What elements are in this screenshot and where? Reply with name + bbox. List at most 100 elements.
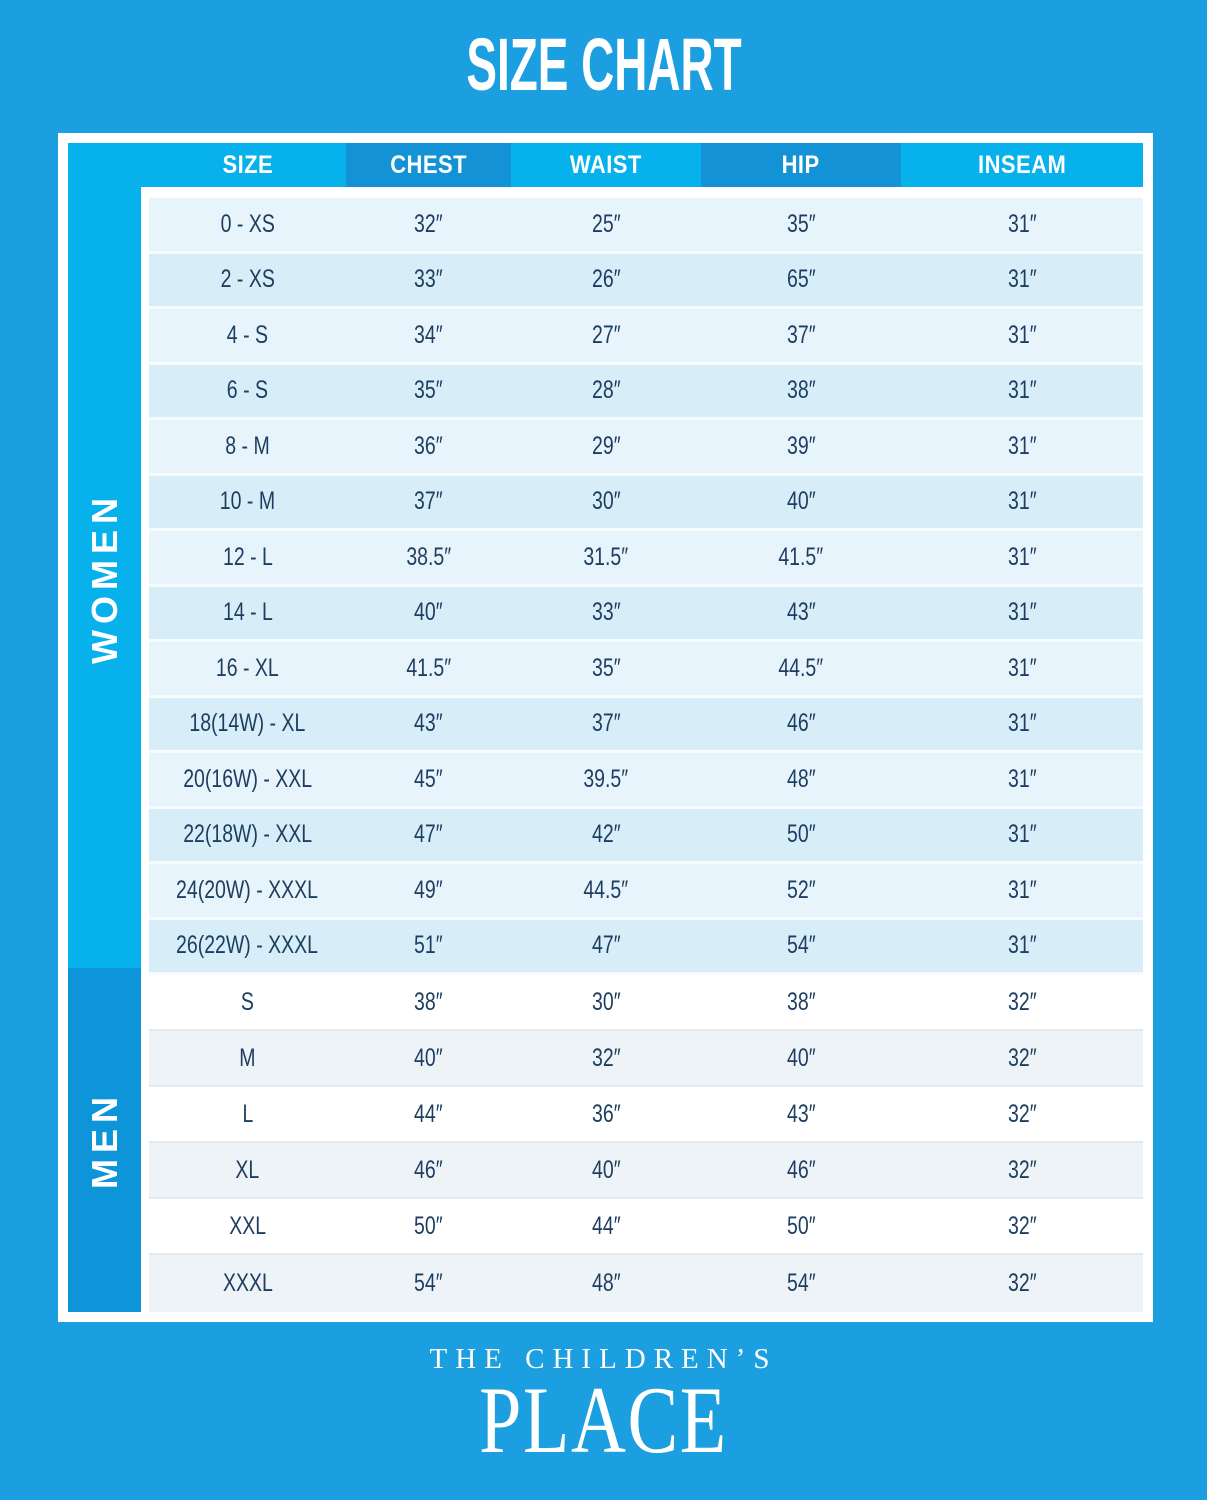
size-cell: 8 - M [225, 431, 270, 460]
size-cell: 14 - L [222, 598, 273, 627]
chest-cell: 34″ [414, 320, 443, 349]
table-row: 4 - S 34″ 27″ 37″ 31″ [149, 309, 1143, 365]
inseam-cell: 32″ [1007, 1211, 1037, 1240]
brand-name-top: THE CHILDREN’S [429, 1343, 778, 1375]
inseam-cell: 31″ [1007, 431, 1037, 460]
chest-cell: 50″ [414, 1211, 443, 1240]
hip-cell: 54″ [786, 931, 816, 960]
hip-cell: 39″ [786, 431, 816, 460]
table-header-row: SIZE CHEST WAIST HIP INSEAM [68, 143, 1143, 187]
chest-cell: 44″ [414, 1099, 443, 1128]
waist-cell: 30″ [591, 487, 621, 516]
waist-cell: 37″ [591, 709, 621, 738]
chest-cell: 43″ [414, 709, 443, 738]
size-cell: 22(18W) - XXL [183, 820, 312, 849]
waist-cell: 30″ [591, 987, 621, 1016]
hip-cell: 40″ [786, 487, 816, 516]
inseam-cell: 32″ [1007, 1269, 1037, 1298]
hip-cell: 46″ [786, 709, 816, 738]
hip-cell: 43″ [786, 598, 816, 627]
inseam-cell: 31″ [1007, 931, 1037, 960]
size-table: SIZE CHEST WAIST HIP INSEAM WOMEN MEN 0 … [58, 133, 1153, 1322]
size-cell: 24(20W) - XXXL [176, 875, 319, 904]
column-header-chest: CHEST [346, 143, 511, 187]
inseam-cell: 32″ [1007, 987, 1037, 1016]
chest-cell: 37″ [414, 487, 443, 516]
table-row: 14 - L 40″ 33″ 43″ 31″ [149, 586, 1143, 642]
size-cell: 4 - S [226, 320, 269, 349]
size-cell: L [242, 1099, 253, 1128]
table-row: 22(18W) - XXL 47″ 42″ 50″ 31″ [149, 808, 1143, 864]
column-header-size: SIZE [68, 143, 346, 187]
chest-cell: 51″ [414, 931, 443, 960]
hip-cell: 43″ [786, 1099, 816, 1128]
size-cell: XXXL [222, 1269, 273, 1298]
table-row: 16 - XL 41.5″ 35″ 44.5″ 31″ [149, 642, 1143, 698]
waist-cell: 48″ [591, 1269, 621, 1298]
size-cell: 10 - M [219, 487, 276, 516]
waist-cell: 26″ [591, 265, 621, 294]
inseam-cell: 31″ [1007, 376, 1037, 405]
waist-cell: 29″ [591, 431, 621, 460]
hip-cell: 48″ [786, 764, 816, 793]
section-label-men: MEN [83, 1091, 125, 1189]
table-row: 2 - XS 33″ 26″ 65″ 31″ [149, 253, 1143, 309]
section-women: WOMEN [68, 187, 141, 968]
size-cell: XL [235, 1155, 260, 1184]
table-row: XXXL 54″ 48″ 54″ 32″ [149, 1255, 1143, 1312]
section-men: MEN [68, 968, 141, 1312]
table-row: 6 - S 35″ 28″ 38″ 31″ [149, 364, 1143, 420]
size-cell: 16 - XL [216, 653, 279, 682]
table-row: 8 - M 36″ 29″ 39″ 31″ [149, 420, 1143, 476]
chest-cell: 32″ [414, 209, 443, 238]
chest-cell: 36″ [414, 431, 443, 460]
waist-cell: 28″ [591, 376, 621, 405]
inseam-cell: 32″ [1007, 1099, 1037, 1128]
chest-cell: 33″ [414, 265, 443, 294]
chest-cell: 47″ [414, 820, 443, 849]
inseam-cell: 32″ [1007, 1043, 1037, 1072]
hip-cell: 50″ [786, 1211, 816, 1240]
hip-cell: 40″ [786, 1043, 816, 1072]
chest-cell: 40″ [414, 598, 443, 627]
inseam-cell: 31″ [1007, 764, 1037, 793]
chest-cell: 49″ [414, 875, 443, 904]
table-row: XXL 50″ 44″ 50″ 32″ [149, 1199, 1143, 1256]
chest-cell: 40″ [414, 1043, 443, 1072]
chest-cell: 38.5″ [406, 542, 451, 571]
size-cell: 20(16W) - XXL [183, 764, 312, 793]
page-title: SIZE CHART [465, 23, 742, 106]
chest-cell: 45″ [414, 764, 443, 793]
hip-cell: 38″ [786, 376, 816, 405]
inseam-cell: 31″ [1007, 875, 1037, 904]
hip-cell: 37″ [786, 320, 816, 349]
table-row: 26(22W) - XXXL 51″ 47″ 54″ 31″ [149, 919, 1143, 975]
hip-cell: 54″ [786, 1269, 816, 1298]
size-cell: 0 - XS [220, 209, 275, 238]
chest-cell: 54″ [414, 1269, 443, 1298]
inseam-cell: 31″ [1007, 265, 1037, 294]
table-body: 0 - XS 32″ 25″ 35″ 31″ 2 - XS 33″ 26″ 65″ 31″ 4 - … [149, 187, 1143, 1312]
waist-cell: 42″ [591, 820, 621, 849]
hip-cell: 44.5″ [778, 653, 824, 682]
waist-cell: 35″ [591, 653, 621, 682]
size-cell: 12 - L [222, 542, 273, 571]
table-row: 24(20W) - XXXL 49″ 44.5″ 52″ 31″ [149, 864, 1143, 920]
size-cell: 18(14W) - XL [189, 709, 306, 738]
size-cell: XXL [229, 1211, 266, 1240]
waist-cell: 36″ [591, 1099, 621, 1128]
table-row: 0 - XS 32″ 25″ 35″ 31″ [149, 198, 1143, 254]
inseam-cell: 31″ [1007, 709, 1037, 738]
table-row: 18(14W) - XL 43″ 37″ 46″ 31″ [149, 697, 1143, 753]
brand-logo: THE CHILDREN’S PLACE [0, 1342, 1207, 1468]
size-cell: S [240, 987, 255, 1016]
chest-cell: 35″ [414, 376, 443, 405]
chest-cell: 41.5″ [406, 653, 451, 682]
table-row: XL 46″ 40″ 46″ 32″ [149, 1143, 1143, 1200]
waist-cell: 33″ [591, 598, 621, 627]
inseam-cell: 31″ [1007, 820, 1037, 849]
waist-cell: 44″ [591, 1211, 621, 1240]
hip-cell: 35″ [786, 209, 816, 238]
inseam-cell: 32″ [1007, 1155, 1037, 1184]
column-header-hip: HIP [701, 143, 901, 187]
